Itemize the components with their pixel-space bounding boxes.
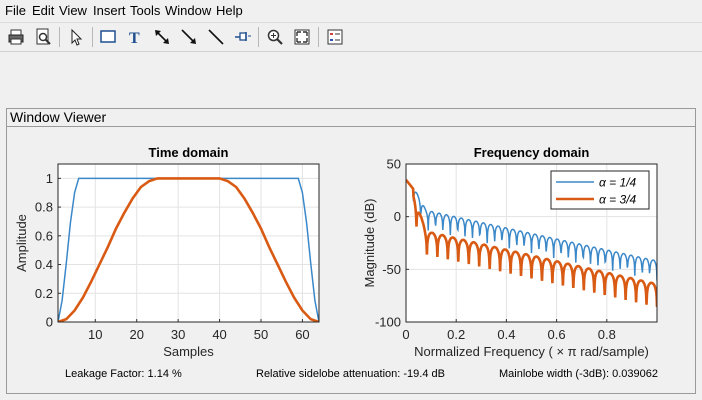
pointer-icon[interactable] [65, 26, 87, 48]
menu-bar: File Edit View Insert Tools Window Help [0, 0, 702, 21]
chart-title: Time domain [149, 145, 229, 160]
series-group [406, 178, 657, 308]
y-tick-label: 0.2 [35, 286, 53, 301]
sidelobe-attenuation-text: Relative sidelobe attenuation: -19.4 dB [256, 368, 445, 380]
y-tick-label: -50 [382, 262, 401, 277]
zoom-in-icon[interactable] [264, 26, 286, 48]
toolbar: T [0, 22, 702, 52]
y-tick-label: 0.4 [35, 257, 53, 272]
mainlobe-width-text: Mainlobe width (-3dB): 0.039062 [499, 368, 658, 380]
panel-title-bar: Window Viewer [7, 109, 695, 127]
y-tick-label: 0 [46, 315, 53, 330]
legend-box [550, 170, 650, 210]
toolbar-separator [318, 27, 319, 47]
y-tick-label: 0.8 [35, 200, 53, 215]
menu-help[interactable]: Help [216, 3, 243, 18]
menu-view[interactable]: View [59, 3, 87, 18]
text-icon[interactable]: T [124, 26, 146, 48]
legend-label: α = 1/4 [599, 176, 637, 190]
y-axis-label: Magnitude (dB) [362, 199, 377, 288]
y-tick-label: -100 [375, 315, 401, 330]
y-axis-label: Amplitude [14, 214, 29, 272]
x-tick-label: 0.2 [447, 327, 465, 342]
x-axis-label: Normalized Frequency ( × π rad/sample) [414, 344, 649, 359]
svg-text:T: T [129, 30, 140, 46]
y-tick-label: 50 [387, 157, 401, 172]
x-tick-label: 0.6 [548, 327, 566, 342]
series-line-2 [58, 177, 319, 322]
print-icon[interactable] [5, 26, 27, 48]
x-tick-label: 30 [171, 327, 185, 342]
x-axis-label: Samples [163, 344, 214, 359]
fit-icon[interactable] [291, 26, 313, 48]
x-tick-label: 10 [88, 327, 102, 342]
toolbar-separator [92, 27, 93, 47]
x-tick-label: 50 [254, 327, 268, 342]
y-tick-label: 1 [46, 171, 53, 186]
x-tick-label: 60 [295, 327, 309, 342]
plot-border [57, 163, 320, 323]
double-arrow-icon[interactable] [151, 26, 173, 48]
menu-edit[interactable]: Edit [32, 3, 55, 18]
menu-file[interactable]: File [5, 3, 26, 18]
rectangle-icon[interactable] [97, 26, 119, 48]
panel-title: Window Viewer [10, 109, 107, 125]
leakage-factor-text: Leakage Factor: 1.14 % [65, 368, 182, 380]
x-tick-label: 20 [129, 327, 143, 342]
line-icon[interactable] [205, 26, 227, 48]
toolbar-separator [258, 27, 259, 47]
x-tick-label: 40 [212, 327, 226, 342]
x-tick-label: 0.8 [598, 327, 616, 342]
x-tick-label: 0.4 [497, 327, 515, 342]
pin-icon[interactable] [232, 26, 254, 48]
series-line-1 [58, 177, 319, 322]
toolbar-separator [59, 27, 60, 47]
x-tick-label: 0 [402, 327, 409, 342]
y-tick-label: 0 [394, 209, 401, 224]
chart-title: Frequency domain [474, 145, 590, 160]
series-line-1 [406, 179, 657, 281]
series-line-2 [406, 178, 657, 308]
menu-tools[interactable]: Tools [130, 3, 161, 18]
legend-icon[interactable] [324, 26, 346, 48]
plot-area [58, 164, 319, 322]
series-group [58, 177, 319, 322]
y-tick-label: 0.6 [35, 228, 53, 243]
print-preview-icon[interactable] [32, 26, 54, 48]
legend-label: α = 3/4 [599, 193, 637, 207]
menu-window[interactable]: Window [165, 3, 212, 18]
menu-insert[interactable]: Insert [93, 3, 126, 18]
arrow-icon[interactable] [178, 26, 200, 48]
plot-border [405, 163, 658, 323]
